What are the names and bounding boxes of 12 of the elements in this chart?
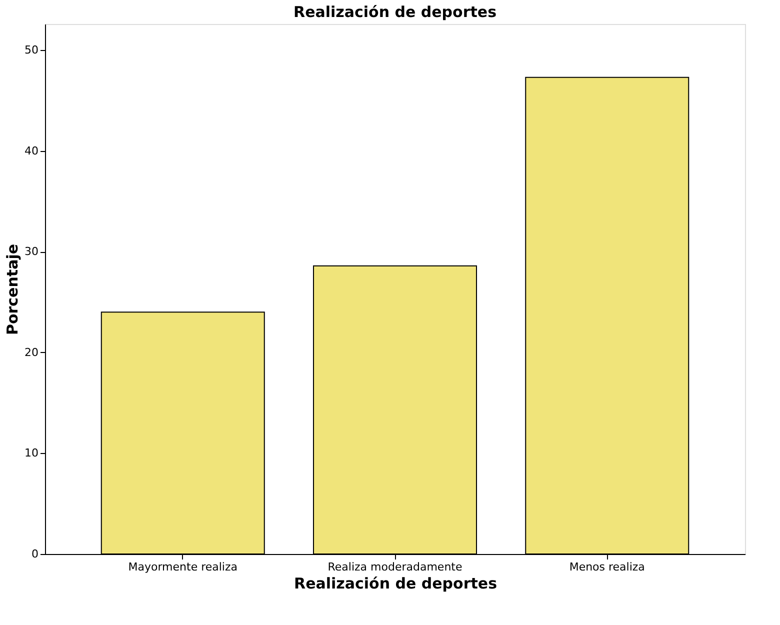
x-tick-label: Realiza moderadamente <box>328 560 462 574</box>
chart-title: Realización de deportes <box>294 3 497 21</box>
y-tick-label: 50 <box>24 44 38 57</box>
y-axis-title: Porcentaje <box>4 244 22 336</box>
y-tick-label: 20 <box>24 346 38 359</box>
y-tick-label: 0 <box>32 548 38 560</box>
y-tick-label: 10 <box>24 446 38 460</box>
x-tick-label: Menos realiza <box>569 560 645 574</box>
y-tick-label: 40 <box>24 144 38 158</box>
x-tick-label: Mayormente realiza <box>128 560 238 574</box>
y-tick-label: 30 <box>24 245 38 258</box>
x-axis-title: Realización de deportes <box>294 574 498 592</box>
